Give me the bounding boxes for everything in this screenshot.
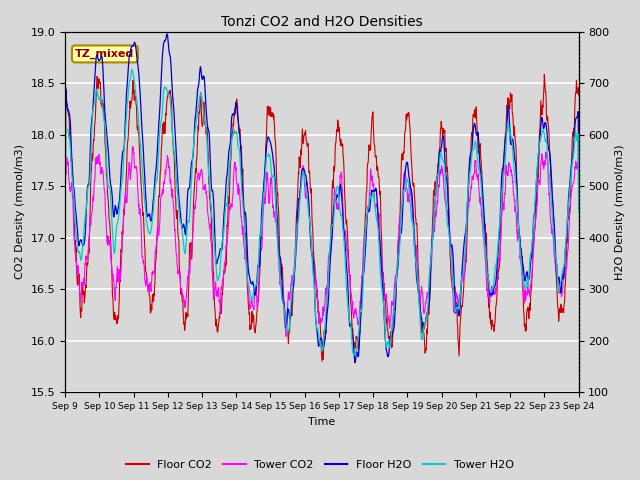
Legend: Floor CO2, Tower CO2, Floor H2O, Tower H2O: Floor CO2, Tower CO2, Floor H2O, Tower H… (122, 456, 518, 474)
Text: TZ_mixed: TZ_mixed (76, 49, 134, 59)
Title: Tonzi CO2 and H2O Densities: Tonzi CO2 and H2O Densities (221, 15, 422, 29)
X-axis label: Time: Time (308, 417, 335, 427)
Y-axis label: H2O Density (mmol/m3): H2O Density (mmol/m3) (615, 144, 625, 280)
Y-axis label: CO2 Density (mmol/m3): CO2 Density (mmol/m3) (15, 144, 25, 279)
